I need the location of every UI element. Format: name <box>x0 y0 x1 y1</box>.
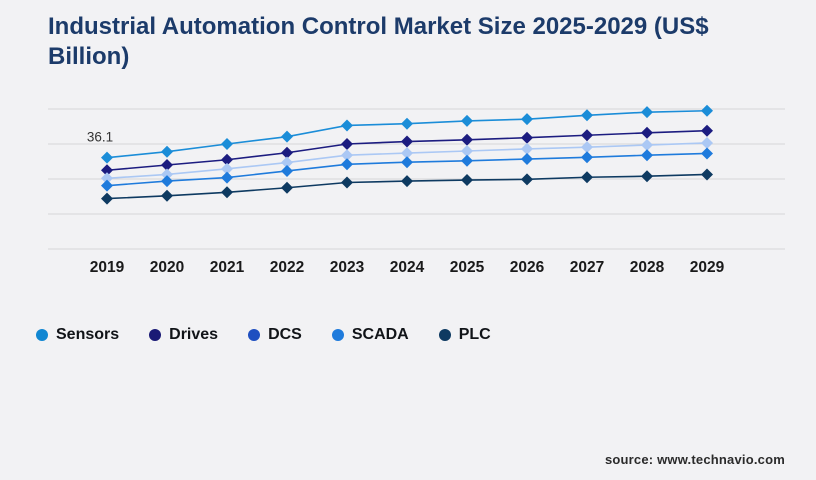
data-point-plc-2029 <box>701 168 713 181</box>
data-label: 36.1 <box>87 130 113 145</box>
data-point-sensors-2028 <box>641 106 653 119</box>
data-point-dcs-2027 <box>581 141 593 154</box>
legend-dot-icon <box>248 329 261 341</box>
data-point-dcs-2025 <box>461 145 473 157</box>
data-point-drives-2028 <box>641 126 653 139</box>
data-point-scada-2023 <box>341 158 353 171</box>
data-point-sensors-2023 <box>341 119 353 132</box>
x-axis-label-2024: 2024 <box>390 259 425 276</box>
x-axis-label-2019: 2019 <box>90 259 125 276</box>
data-point-plc-2026 <box>521 173 533 186</box>
data-point-dcs-2026 <box>521 142 533 155</box>
x-axis-label-2023: 2023 <box>330 259 365 276</box>
data-point-drives-2024 <box>401 135 413 148</box>
x-axis-label-2025: 2025 <box>450 259 485 276</box>
data-point-dcs-2020 <box>161 168 173 181</box>
source-attribution: source: www.technavio.com <box>604 452 785 467</box>
data-point-sensors-2020 <box>161 145 173 158</box>
data-point-plc-2025 <box>461 174 473 187</box>
data-point-scada-2024 <box>401 156 413 169</box>
legend-label: PLC <box>458 326 491 343</box>
x-axis-label-2022: 2022 <box>270 259 304 276</box>
data-point-scada-2029 <box>701 147 713 160</box>
data-point-drives-2019 <box>101 164 113 177</box>
data-point-dcs-2022 <box>281 156 293 169</box>
legend-dot-icon <box>438 329 451 341</box>
data-point-sensors-2019 <box>101 151 113 164</box>
legend-item-scada: SCADA <box>331 326 409 344</box>
data-point-dcs-2021 <box>221 162 233 175</box>
legend-label: Sensors <box>56 326 120 343</box>
data-point-drives-2029 <box>701 124 713 137</box>
data-point-drives-2020 <box>161 159 173 171</box>
data-point-plc-2022 <box>281 181 293 194</box>
legend-label: DCS <box>268 326 302 343</box>
legend-dot-icon <box>331 329 344 341</box>
data-point-drives-2025 <box>461 133 473 146</box>
data-point-drives-2023 <box>341 138 353 150</box>
data-point-drives-2022 <box>281 146 293 159</box>
x-axis-label-2028: 2028 <box>630 259 665 276</box>
x-axis-label-2020: 2020 <box>150 259 184 276</box>
data-point-sensors-2025 <box>461 114 473 127</box>
chart-title: Industrial Automation Control Market Siz… <box>48 13 709 71</box>
x-axis-label-2027: 2027 <box>570 259 604 276</box>
x-axis-label-2029: 2029 <box>690 259 725 276</box>
x-axis-label-2021: 2021 <box>210 259 245 276</box>
data-point-scada-2025 <box>461 154 473 167</box>
legend-label: SCADA <box>351 326 409 343</box>
data-point-plc-2027 <box>581 171 593 184</box>
data-point-sensors-2022 <box>281 130 293 143</box>
data-point-plc-2020 <box>161 189 173 202</box>
legend-item-dcs: DCS <box>248 326 302 344</box>
legend-label: Drives <box>169 326 219 343</box>
data-point-scada-2028 <box>641 149 653 162</box>
data-point-scada-2027 <box>581 151 593 164</box>
data-point-sensors-2021 <box>221 138 233 150</box>
data-point-plc-2024 <box>401 175 413 188</box>
legend-dot-icon <box>149 329 162 341</box>
data-point-plc-2021 <box>221 186 233 199</box>
data-point-drives-2026 <box>521 131 533 144</box>
legend-dot-icon <box>36 329 48 341</box>
legend-item-drives: Drives <box>149 326 218 344</box>
data-point-dcs-2029 <box>701 136 713 149</box>
x-axis-label-2026: 2026 <box>510 259 545 276</box>
data-point-sensors-2029 <box>701 104 713 117</box>
data-point-sensors-2027 <box>581 109 593 122</box>
line-chart: 2019 2020 2021 2022 2023 2024 2025 2026 2027 2028… <box>48 104 785 276</box>
data-point-scada-2022 <box>281 164 293 177</box>
legend-item-sensors: Sensors <box>36 326 119 344</box>
data-point-scada-2019 <box>101 179 113 192</box>
data-point-sensors-2024 <box>401 117 413 130</box>
data-point-plc-2019 <box>101 192 113 205</box>
legend-item-plc: PLC <box>438 326 491 344</box>
data-point-dcs-2023 <box>341 149 353 162</box>
data-point-dcs-2019 <box>101 172 113 185</box>
data-point-scada-2026 <box>521 153 533 166</box>
data-point-drives-2027 <box>581 129 593 142</box>
data-point-drives-2021 <box>221 153 233 166</box>
data-point-plc-2028 <box>641 170 653 183</box>
data-point-sensors-2026 <box>521 113 533 126</box>
chart-legend: Sensors Drives DCS SCADA PLC <box>36 324 491 346</box>
data-point-scada-2021 <box>221 171 233 184</box>
data-point-dcs-2024 <box>401 147 413 160</box>
data-point-plc-2023 <box>341 176 353 189</box>
data-point-dcs-2028 <box>641 139 653 152</box>
data-point-scada-2020 <box>161 175 173 188</box>
